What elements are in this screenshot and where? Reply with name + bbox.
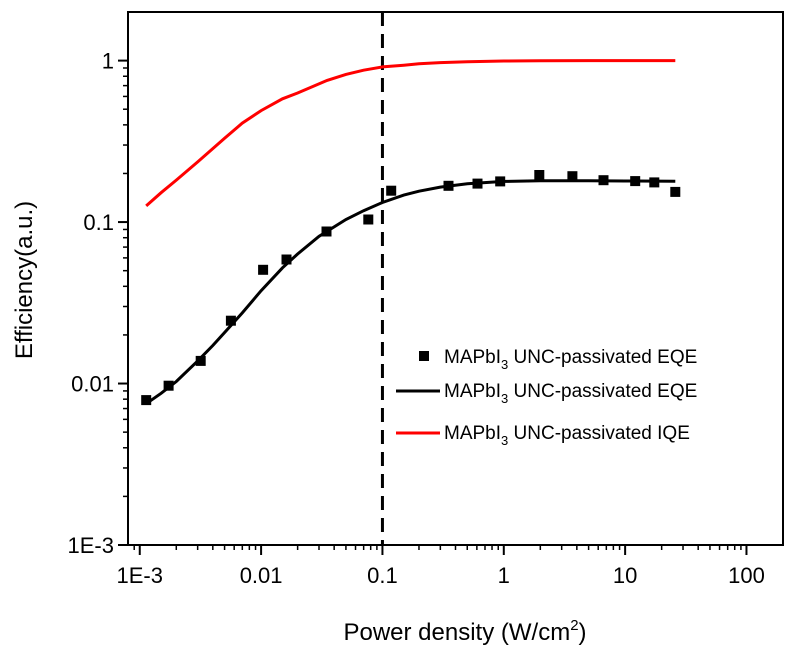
y-tick-label: 1 (102, 49, 114, 74)
legend-entry-iqe-line: MAPbI3 UNC-passivated IQE (444, 423, 690, 448)
tick-group: 1E-3 0.01 0.1 1 10 100 1E-3 0.01 0.1 1 (68, 49, 765, 588)
eqe-data-point (443, 180, 454, 191)
y-axis-title: Efficiency(a.u.) (11, 201, 38, 359)
legend-entry-eqe-markers: MAPbI3 UNC-passivated EQE (444, 347, 697, 372)
y-tick-label: 0.01 (71, 372, 114, 397)
eqe-data-point (567, 171, 578, 182)
series-eqe-markers (141, 170, 681, 406)
eqe-data-point (163, 380, 174, 391)
y-tick-label: 1E-3 (68, 533, 114, 558)
eqe-data-point (670, 186, 681, 197)
x-tick-label: 100 (728, 563, 765, 588)
legend-entry-eqe-line: MAPbI3 UNC-passivated EQE (444, 381, 697, 406)
legend: MAPbI3 UNC-passivated EQE MAPbI3 UNC-pas… (396, 347, 697, 448)
x-tick-label: 1 (498, 563, 510, 588)
eqe-data-point (495, 176, 506, 187)
eqe-data-point (258, 264, 269, 275)
eqe-data-point (649, 177, 660, 188)
y-tick-label: 0.1 (83, 210, 114, 235)
series-eqe-fit-line (145, 179, 676, 405)
plot-frame (127, 11, 784, 546)
eqe-data-point (386, 185, 397, 196)
x-axis-title: Power density (W/cm2) (343, 617, 586, 646)
eqe-data-point (534, 170, 545, 180)
eqe-data-point (363, 214, 374, 225)
x-tick-label: 10 (613, 563, 637, 588)
x-tick-label: 0.01 (240, 563, 283, 588)
eqe-data-point (321, 226, 332, 237)
legend-marker-symbol (419, 351, 429, 361)
eqe-data-point (195, 355, 206, 366)
series-iqe-line (145, 59, 676, 208)
x-tick-label: 1E-3 (117, 563, 163, 588)
eqe-data-point (630, 176, 641, 187)
eqe-data-point (472, 178, 483, 189)
eqe-data-point (281, 254, 292, 265)
x-tick-label: 0.1 (367, 563, 398, 588)
eqe-data-point (141, 395, 152, 406)
eqe-data-point (225, 315, 236, 326)
eqe-data-point (598, 175, 609, 186)
